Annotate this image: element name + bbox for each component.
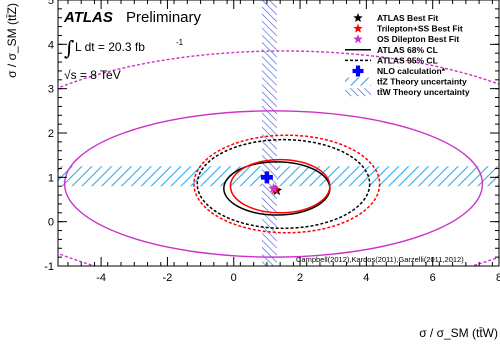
legend-label: OS Dilepton Best Fit	[377, 34, 459, 44]
legend-label: ATLAS 95% CL	[377, 55, 438, 65]
y-tick-label: 0	[48, 217, 54, 229]
energy-text: √s = 8 TeV	[64, 68, 121, 82]
legend-symbol	[353, 13, 363, 23]
x-tick-label: -4	[96, 272, 106, 284]
x-tick-label: 0	[231, 272, 237, 284]
legend-label: ATLAS 68% CL	[377, 45, 438, 55]
contour-trilepton-ss-68-cl	[229, 158, 331, 214]
band-ttz	[58, 166, 499, 187]
y-tick-label: 4	[48, 39, 54, 51]
x-tick-label: 4	[363, 272, 369, 284]
band-layer	[58, 0, 499, 266]
points-layer	[260, 171, 283, 196]
lumi-superscript: -1	[176, 38, 184, 47]
atlas-label: ATLAS	[63, 9, 113, 26]
references-note: Campbell(2012),Kardos(2011),Garzelli(201…	[296, 255, 464, 264]
atlas-sub-label: Preliminary	[126, 9, 202, 26]
point-os-dilepton-best-fit	[268, 182, 279, 193]
legend-label: tt̄Z Theory uncertainty	[377, 77, 467, 87]
y-tick-label: 5	[48, 0, 54, 7]
legend-symbol	[353, 34, 363, 44]
x-axis-title: σ / σ_SM (tt̄W)	[419, 326, 498, 340]
x-tick-label: 6	[430, 272, 436, 284]
y-tick-label: 2	[48, 128, 54, 140]
legend-symbol	[353, 23, 363, 33]
y-axis-title: σ / σ_SM (tt̄Z)	[5, 3, 19, 78]
x-tick-label: -2	[163, 272, 173, 284]
legend-symbol	[345, 77, 371, 86]
x-tick-label: 2	[297, 272, 303, 284]
contour-layer	[58, 50, 499, 266]
y-tick-label: 1	[48, 172, 54, 184]
contour-os-dilepton-68-cl	[63, 110, 484, 258]
contour-os-dilepton-95-cl	[58, 50, 499, 266]
integral-sign: ∫	[64, 36, 74, 60]
point-nlo-calculation-	[260, 171, 273, 184]
contour-atlas-95-cl	[196, 138, 371, 230]
legend-symbol	[352, 65, 364, 77]
legend-label: tt̄W Theory uncertainty	[377, 87, 470, 97]
legend-label: ATLAS Best Fit	[377, 13, 438, 23]
y-tick-label: -1	[44, 261, 54, 273]
legend-symbol	[345, 88, 371, 97]
ticks-layer: -4 -2 0 2 4 6 8 -1 0 1 2 3 4 5	[44, 0, 500, 284]
contour-trilepton-ss-95-cl	[193, 134, 381, 234]
y-tick-label: 3	[48, 84, 54, 96]
legend-label: NLO calculation*	[377, 66, 446, 76]
band-ttw	[261, 0, 277, 266]
lumi-text: L dt = 20.3 fb	[75, 40, 145, 54]
legend-label: Trilepton+SS Best Fit	[377, 24, 463, 34]
x-tick-label: 8	[496, 272, 500, 284]
